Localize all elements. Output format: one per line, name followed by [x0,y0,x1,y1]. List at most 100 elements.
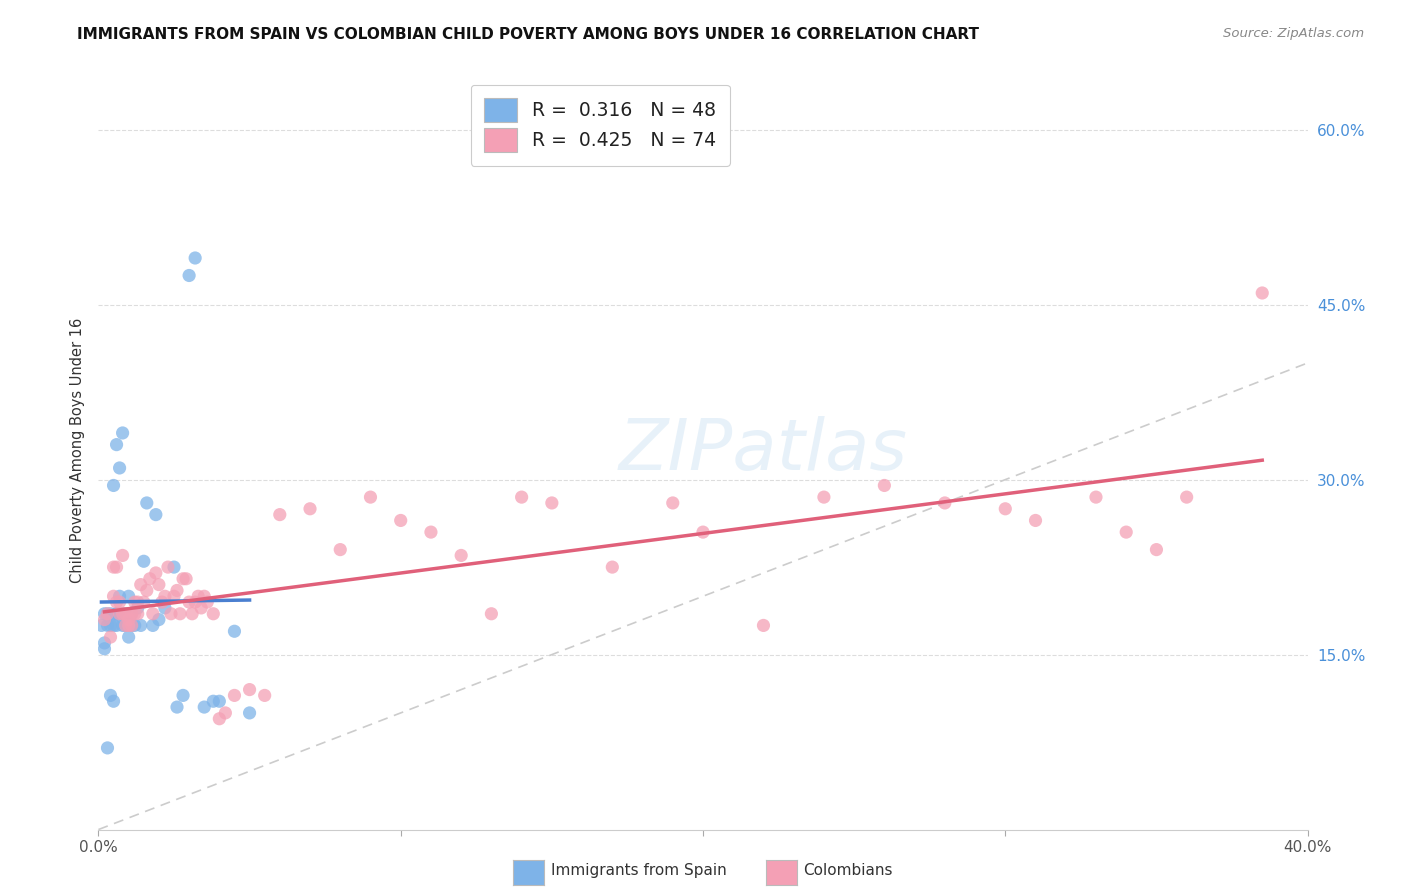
Point [481,607,503,621]
Point [166,700,188,714]
Point [169,607,191,621]
Point [111,618,134,632]
Point [224,624,246,639]
Point [150,595,173,609]
Point [124,618,146,632]
Point [145,508,167,522]
Point [111,607,134,621]
Point [156,560,179,574]
Text: ZIPatlas: ZIPatlas [619,416,908,485]
Point [114,618,136,632]
Point [1115,525,1137,540]
Point [132,554,155,568]
Point [111,425,134,440]
Point [184,251,207,265]
Point [360,490,382,504]
Point [111,549,134,563]
Point [187,589,209,603]
Point [994,501,1017,516]
Point [224,689,246,703]
Point [111,607,134,621]
Point [190,601,212,615]
Point [172,689,194,703]
Point [239,682,262,697]
Point [108,607,131,621]
Point [103,694,125,708]
Point [1251,285,1274,300]
Point [121,607,143,621]
Point [142,607,165,621]
Point [166,583,188,598]
Point [121,607,143,621]
Point [299,501,322,516]
Point [174,572,197,586]
Point [103,478,125,492]
Point [540,496,562,510]
Text: Source: ZipAtlas.com: Source: ZipAtlas.com [1223,27,1364,40]
Point [873,478,896,492]
Point [108,461,131,475]
Point [105,595,128,609]
Point [253,689,276,703]
Point [118,613,141,627]
Point [129,618,152,632]
Point [1024,513,1046,527]
Point [139,572,162,586]
Text: Immigrants from Spain: Immigrants from Spain [551,863,727,878]
Point [118,618,141,632]
Legend: R =  0.316   N = 48, R =  0.425   N = 74: R = 0.316 N = 48, R = 0.425 N = 74 [471,85,730,166]
Point [90,618,112,632]
Point [510,490,533,504]
Point [813,490,835,504]
Point [1175,490,1198,504]
Text: Colombians: Colombians [803,863,893,878]
Point [108,595,131,609]
Point [118,589,141,603]
Point [193,700,215,714]
Y-axis label: Child Poverty Among Boys Under 16: Child Poverty Among Boys Under 16 [69,318,84,583]
Point [127,601,149,615]
Point [450,549,472,563]
Point [214,706,236,720]
Point [269,508,291,522]
Point [172,572,194,586]
Point [195,595,218,609]
Point [163,589,186,603]
Point [135,496,157,510]
Point [108,589,131,603]
Point [153,589,176,603]
Point [202,694,225,708]
Point [208,712,231,726]
Point [103,589,125,603]
Point [1144,542,1167,557]
Point [103,618,125,632]
Point [105,607,128,621]
Point [1085,490,1108,504]
Point [114,607,136,621]
Point [148,613,170,627]
Point [121,618,143,632]
Point [93,607,115,621]
Point [179,595,201,609]
Point [239,706,262,720]
Point [96,740,118,755]
Point [420,525,443,540]
Point [124,595,146,609]
Point [114,618,136,632]
Point [153,601,176,615]
Point [129,577,152,591]
Point [100,630,122,644]
Point [934,496,956,510]
Point [160,607,183,621]
Point [114,607,136,621]
Point [93,636,115,650]
Point [179,268,201,283]
Point [118,630,141,644]
Point [121,618,143,632]
Point [96,607,118,621]
Point [193,589,215,603]
Point [103,560,125,574]
Point [142,618,165,632]
Point [105,607,128,621]
Point [661,496,683,510]
